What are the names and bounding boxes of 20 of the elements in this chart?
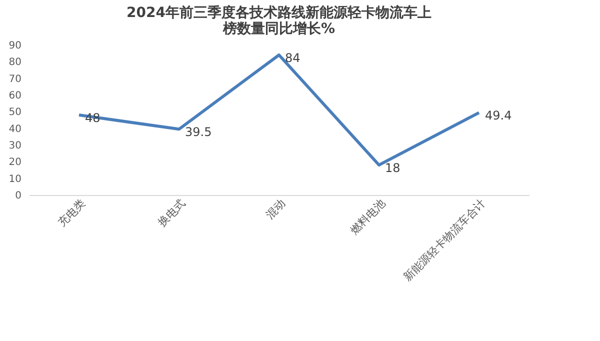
data-label: 84 — [285, 51, 300, 65]
x-tick-label: 燃料电池 — [348, 196, 388, 238]
y-tick-label: 40 — [8, 124, 22, 135]
y-tick-label: 50 — [8, 107, 22, 118]
y-tick-label: 90 — [8, 40, 22, 52]
y-tick-label: 20 — [8, 157, 22, 168]
x-tick-label: 充电类 — [55, 196, 88, 230]
data-label: 49.4 — [485, 108, 512, 123]
y-tick-label: 80 — [8, 57, 22, 68]
x-tick-label: 换电式 — [155, 196, 188, 230]
x-tick-label: 混动 — [263, 196, 288, 222]
x-tick-label: 新能源轻卡物流车合计 — [401, 196, 488, 284]
y-tick-label: 60 — [8, 90, 22, 102]
y-tick-label: 0 — [15, 190, 22, 202]
y-tick-label: 10 — [8, 174, 22, 185]
chart-title: 2024年前三季度各技术路线新能源轻卡物流车上榜数量同比增长% — [126, 4, 432, 37]
data-label: 39.5 — [185, 125, 212, 140]
data-label: 18 — [385, 161, 400, 175]
y-tick-label: 70 — [8, 74, 22, 85]
y-tick-label: 30 — [8, 140, 22, 152]
